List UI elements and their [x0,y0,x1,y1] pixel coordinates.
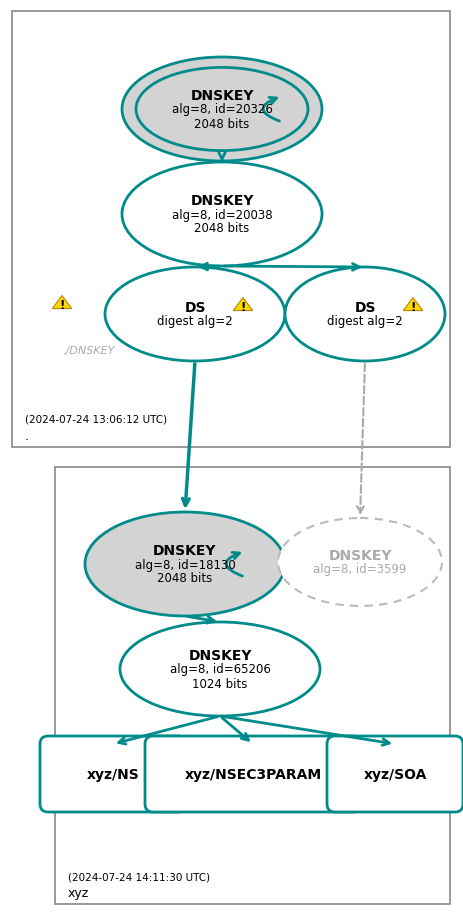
Ellipse shape [122,163,322,267]
Ellipse shape [105,267,285,361]
FancyBboxPatch shape [327,736,463,812]
Ellipse shape [122,58,322,162]
Text: xyz/NS: xyz/NS [87,767,139,781]
Text: DS: DS [354,301,376,314]
Text: xyz/SOA: xyz/SOA [363,767,427,781]
Text: xyz/NSEC3PARAM: xyz/NSEC3PARAM [184,767,322,781]
FancyBboxPatch shape [12,12,450,448]
Text: DS: DS [184,301,206,314]
Text: DNSKEY: DNSKEY [190,194,254,208]
Text: digest alg=2: digest alg=2 [327,315,403,328]
Ellipse shape [85,513,285,617]
Text: ./DNSKEY: ./DNSKEY [62,346,114,356]
Ellipse shape [278,518,442,607]
Text: alg=8, id=18130: alg=8, id=18130 [135,558,235,571]
Text: (2024-07-24 14:11:30 UTC): (2024-07-24 14:11:30 UTC) [68,871,210,881]
Text: DNSKEY: DNSKEY [153,543,217,558]
Text: alg=8, id=20326: alg=8, id=20326 [172,103,272,117]
Text: DNSKEY: DNSKEY [190,89,254,103]
Polygon shape [233,299,253,312]
Text: alg=8, id=65206: alg=8, id=65206 [169,663,270,675]
Text: !: ! [59,299,65,312]
Text: 2048 bits: 2048 bits [194,118,250,130]
FancyBboxPatch shape [55,468,450,904]
Text: alg=8, id=3599: alg=8, id=3599 [313,562,407,576]
Text: DNSKEY: DNSKEY [188,648,252,663]
Ellipse shape [120,622,320,716]
Polygon shape [403,299,423,312]
Text: xyz: xyz [68,886,89,899]
Text: !: ! [240,301,246,313]
Text: !: ! [410,301,416,313]
FancyBboxPatch shape [145,736,361,812]
Text: 2048 bits: 2048 bits [194,222,250,235]
Text: 1024 bits: 1024 bits [192,676,248,690]
Text: digest alg=2: digest alg=2 [157,315,233,328]
Text: DNSKEY: DNSKEY [328,549,392,562]
Text: (2024-07-24 13:06:12 UTC): (2024-07-24 13:06:12 UTC) [25,414,167,425]
FancyBboxPatch shape [40,736,186,812]
Ellipse shape [285,267,445,361]
Polygon shape [52,296,72,309]
Text: alg=8, id=20038: alg=8, id=20038 [172,209,272,221]
Text: .: . [25,429,29,443]
Text: 2048 bits: 2048 bits [157,572,213,584]
